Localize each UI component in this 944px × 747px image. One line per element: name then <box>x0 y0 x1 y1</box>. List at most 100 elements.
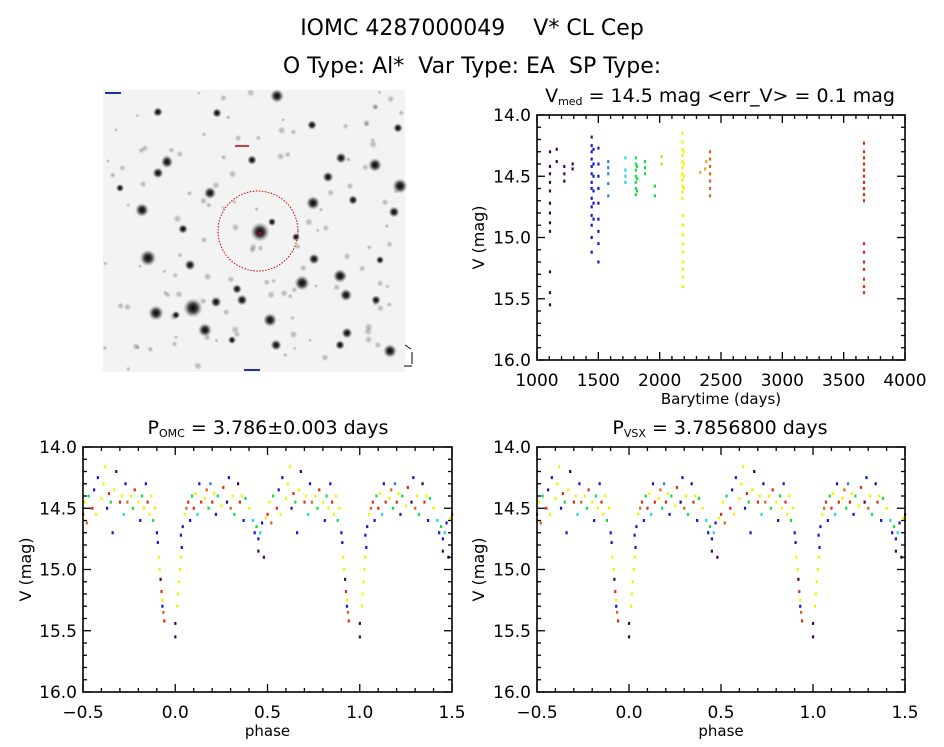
data-point <box>634 162 637 166</box>
data-point <box>563 179 566 183</box>
data-point <box>205 488 208 492</box>
data-point <box>126 500 129 504</box>
data-point <box>742 465 745 469</box>
data-point <box>616 619 620 623</box>
data-point <box>681 160 684 164</box>
data-point <box>826 519 829 522</box>
x-tick-label: 1.5 <box>438 703 465 723</box>
data-point <box>798 590 801 594</box>
data-point <box>878 494 881 498</box>
data-point <box>634 187 637 190</box>
data-point <box>862 193 866 197</box>
plot-title-sub: VSX <box>623 427 646 440</box>
y-tick-label: 15.5 <box>493 290 531 310</box>
data-point <box>436 519 439 522</box>
data-point <box>255 525 258 529</box>
faint-star <box>368 139 378 149</box>
faint-star <box>199 196 208 205</box>
data-point <box>664 500 667 504</box>
data-point <box>799 598 802 602</box>
data-point <box>284 496 288 500</box>
faint-star <box>364 322 374 332</box>
plot-title-rest: = 3.7856800 days <box>645 417 828 439</box>
data-point <box>539 521 542 525</box>
data-point <box>850 492 853 496</box>
data-point <box>708 164 712 168</box>
data-point <box>565 531 568 535</box>
data-point <box>660 162 663 166</box>
data-point <box>299 470 302 473</box>
data-point <box>365 545 368 549</box>
data-point <box>541 494 544 498</box>
faint-star <box>205 201 212 209</box>
data-point <box>634 193 637 197</box>
data-point <box>240 494 243 498</box>
data-point <box>414 506 417 510</box>
star <box>203 186 217 200</box>
data-point <box>336 519 339 522</box>
data-point <box>578 482 581 486</box>
data-point <box>190 494 194 498</box>
faint-star <box>279 289 289 298</box>
data-point <box>729 506 732 510</box>
data-point <box>597 217 600 221</box>
data-point <box>361 592 364 596</box>
data-point <box>716 555 719 559</box>
data-point <box>590 180 593 184</box>
faint-star <box>370 137 376 143</box>
data-point <box>214 512 218 516</box>
data-point <box>782 482 785 486</box>
y-axis-label: V (mag) <box>469 537 488 601</box>
data-point <box>862 285 866 288</box>
star <box>368 158 382 172</box>
data-point <box>681 172 684 176</box>
x-axis-label: phase <box>245 722 290 740</box>
data-point <box>613 577 616 581</box>
data-point <box>395 500 398 504</box>
faint-star <box>162 290 169 296</box>
data-point <box>334 494 337 498</box>
data-point <box>848 500 851 504</box>
data-point <box>567 488 570 492</box>
star <box>339 288 353 302</box>
data-point <box>590 250 593 254</box>
data-point <box>862 156 866 160</box>
data-point <box>91 506 94 510</box>
data-point <box>762 482 765 486</box>
data-point <box>696 519 699 522</box>
data-point <box>196 512 199 516</box>
faint-star <box>220 154 227 161</box>
plot-title-main: P <box>612 417 624 439</box>
data-point <box>668 512 671 516</box>
data-point <box>548 291 552 295</box>
faint-star <box>248 245 257 254</box>
data-point <box>800 610 803 614</box>
faint-star <box>162 269 167 274</box>
data-point <box>275 506 278 510</box>
data-point <box>314 494 317 498</box>
data-point <box>633 533 636 537</box>
data-point <box>548 150 552 154</box>
data-point <box>597 187 600 190</box>
data-point <box>686 512 690 516</box>
data-point <box>597 229 600 233</box>
data-point <box>885 506 888 510</box>
data-point <box>615 598 618 602</box>
y-tick-label: 14.5 <box>493 499 531 519</box>
data-point <box>227 476 230 480</box>
data-point <box>681 275 685 279</box>
data-point <box>731 488 734 492</box>
faint-star <box>109 171 117 179</box>
data-point <box>441 537 444 541</box>
data-point <box>862 267 866 271</box>
data-point <box>563 172 566 176</box>
data-point <box>710 537 713 541</box>
data-point <box>548 229 552 233</box>
data-point <box>786 512 789 516</box>
faint-star <box>214 338 219 343</box>
data-point <box>708 179 712 183</box>
star <box>388 206 400 218</box>
star <box>375 255 385 265</box>
data-point <box>846 482 850 486</box>
data-point <box>104 465 107 469</box>
